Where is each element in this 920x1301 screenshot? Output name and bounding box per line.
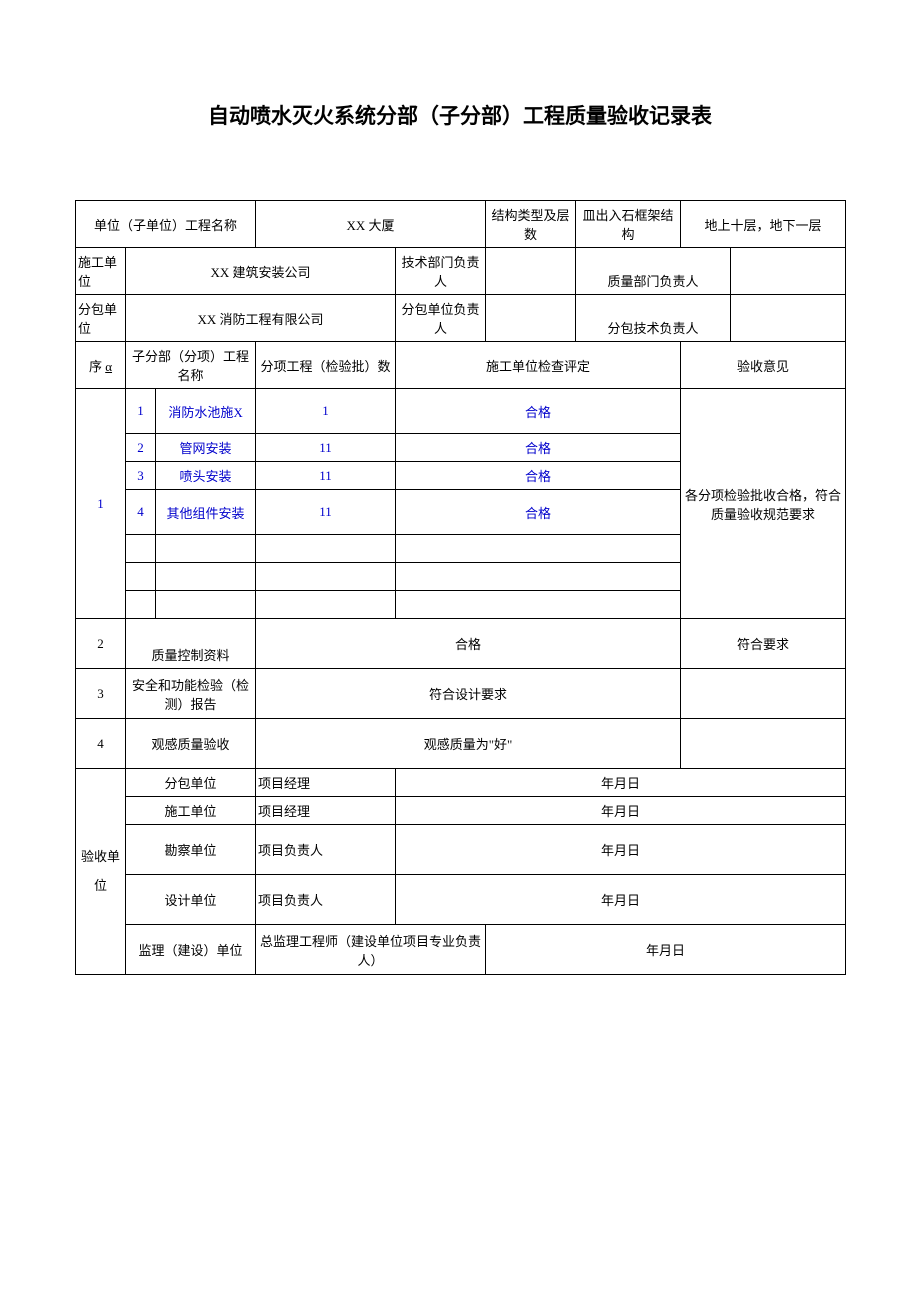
main-table: 单位（子单位）工程名称 XX 大厦 结构类型及层数 皿出入石框架结构 地上十层，…: [75, 200, 846, 975]
mid3: 符合设计要求: [256, 669, 681, 719]
r6-count: [256, 563, 396, 591]
group1-opinion: 各分项检验批收合格，符合质量验收规范要求: [681, 389, 846, 619]
group1-seq: 1: [76, 389, 126, 619]
construction-unit-value: XX 建筑安装公司: [126, 248, 396, 295]
subcontract-unit-label: 分包单位: [76, 295, 126, 342]
sig-construction-pm: 项目经理: [256, 797, 396, 825]
sig-subcontract-date: 年月日: [396, 769, 846, 797]
subcontract-unit-value: XX 消防工程有限公司: [126, 295, 396, 342]
r5-name: [156, 535, 256, 563]
r2-idx: 2: [126, 434, 156, 462]
col-assessment: 施工单位检查评定: [396, 342, 681, 389]
col-opinion: 验收意见: [681, 342, 846, 389]
r7-count: [256, 591, 396, 619]
name4: 观感质量验收: [126, 719, 256, 769]
sig-supervision: 监理（建设）单位: [126, 925, 256, 975]
sig-design-date: 年月日: [396, 875, 846, 925]
op3: [681, 669, 846, 719]
r6-name: [156, 563, 256, 591]
construction-unit-label: 施工单位: [76, 248, 126, 295]
unit-name-value: XX 大厦: [256, 201, 486, 248]
r6-idx: [126, 563, 156, 591]
quality-lead-label: 质量部门负责人: [576, 248, 731, 295]
r1-count: 1: [256, 389, 396, 434]
tech-lead-value: [486, 248, 576, 295]
r7-name: [156, 591, 256, 619]
sig-construction-date: 年月日: [396, 797, 846, 825]
name2: 质量控制资料: [126, 619, 256, 669]
subcontract-tech-lead-value: [731, 295, 846, 342]
subcontract-lead-value: [486, 295, 576, 342]
quality-lead-value: [731, 248, 846, 295]
r7-idx: [126, 591, 156, 619]
name3: 安全和功能检验（检测）报告: [126, 669, 256, 719]
sig-construction: 施工单位: [126, 797, 256, 825]
mid2: 合格: [256, 619, 681, 669]
r4-name: 其他组件安装: [156, 490, 256, 535]
structure-type-label: 结构类型及层数: [486, 201, 576, 248]
tech-lead-label: 技术部门负责人: [396, 248, 486, 295]
r6-result: [396, 563, 681, 591]
r2-name: 管网安装: [156, 434, 256, 462]
op4: [681, 719, 846, 769]
subcontract-tech-lead-label: 分包技术负责人: [576, 295, 731, 342]
r4-count: 11: [256, 490, 396, 535]
sig-survey-date: 年月日: [396, 825, 846, 875]
r1-idx: 1: [126, 389, 156, 434]
accept-unit-label: 验收单位: [76, 769, 126, 975]
document-title: 自动喷水灭火系统分部（子分部）工程质量验收记录表: [75, 100, 845, 130]
mid4: 观感质量为"好": [256, 719, 681, 769]
r7-result: [396, 591, 681, 619]
sig-subcontract: 分包单位: [126, 769, 256, 797]
sig-survey: 勘察单位: [126, 825, 256, 875]
col-batch-count: 分项工程（检验批）数: [256, 342, 396, 389]
r5-count: [256, 535, 396, 563]
col-sub-name: 子分部（分项）工程名称: [126, 342, 256, 389]
sig-subcontract-pm: 项目经理: [256, 769, 396, 797]
seq2: 2: [76, 619, 126, 669]
sig-design-pl: 项目负责人: [256, 875, 396, 925]
subcontract-lead-label: 分包单位负责人: [396, 295, 486, 342]
r3-idx: 3: [126, 462, 156, 490]
r3-name: 喷头安装: [156, 462, 256, 490]
seq4: 4: [76, 719, 126, 769]
r1-result: 合格: [396, 389, 681, 434]
r2-result: 合格: [396, 434, 681, 462]
op2: 符合要求: [681, 619, 846, 669]
r4-result: 合格: [396, 490, 681, 535]
r5-result: [396, 535, 681, 563]
r1-name: 消防水池施X: [156, 389, 256, 434]
sig-survey-pl: 项目负责人: [256, 825, 396, 875]
col-seq: 序 α: [76, 342, 126, 389]
structure-subtype: 皿出入石框架结构: [576, 201, 681, 248]
unit-name-label: 单位（子单位）工程名称: [76, 201, 256, 248]
r3-count: 11: [256, 462, 396, 490]
r4-idx: 4: [126, 490, 156, 535]
r5-idx: [126, 535, 156, 563]
sig-supervision-date: 年月日: [486, 925, 846, 975]
sig-design: 设计单位: [126, 875, 256, 925]
floors: 地上十层，地下一层: [681, 201, 846, 248]
r3-result: 合格: [396, 462, 681, 490]
seq3: 3: [76, 669, 126, 719]
sig-chief: 总监理工程师（建设单位项目专业负责人）: [256, 925, 486, 975]
r2-count: 11: [256, 434, 396, 462]
